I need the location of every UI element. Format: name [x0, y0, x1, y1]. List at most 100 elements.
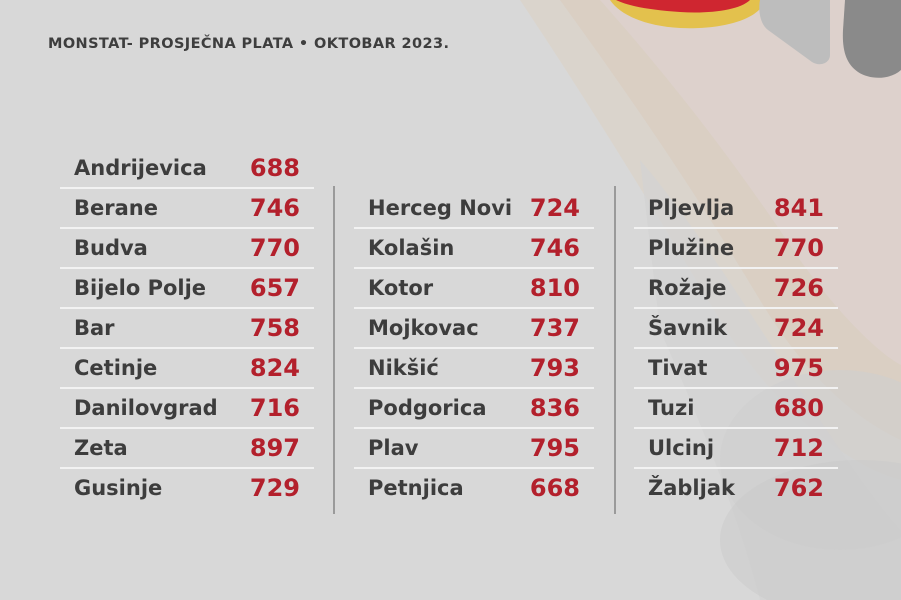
salary-value: 726 [773, 274, 824, 302]
list-item: Mojkovac 737 [354, 308, 594, 348]
row-divider [60, 467, 314, 469]
row-divider [354, 427, 594, 429]
row-divider [354, 267, 594, 269]
column-separator [614, 186, 616, 514]
list-item: Danilovgrad 716 [60, 388, 314, 428]
column-2: Herceg Novi 724 Kolašin 746 Kotor 810 Mo… [354, 188, 594, 528]
row-divider [60, 227, 314, 229]
row-divider [634, 307, 838, 309]
list-item: Petnjica 668 [354, 468, 594, 508]
row-divider [634, 387, 838, 389]
list-item: Berane 746 [60, 188, 314, 228]
municipality-name: Tuzi [648, 396, 695, 420]
salary-value: 762 [773, 474, 824, 502]
salary-value: 668 [529, 474, 580, 502]
salary-value: 729 [249, 474, 300, 502]
row-divider [634, 347, 838, 349]
salary-value: 657 [249, 274, 300, 302]
salary-value: 841 [773, 194, 824, 222]
salary-value: 770 [249, 234, 300, 262]
column-separator [333, 186, 335, 514]
municipality-name: Bijelo Polje [74, 276, 207, 300]
municipality-name: Rožaje [648, 276, 727, 300]
column-3: Pljevlja 841 Plužine 770 Rožaje 726 Šavn… [634, 188, 838, 528]
salary-value: 724 [529, 194, 580, 222]
row-divider [354, 307, 594, 309]
list-item: Nikšić 793 [354, 348, 594, 388]
row-divider [354, 387, 594, 389]
row-divider [60, 387, 314, 389]
row-divider [60, 347, 314, 349]
list-item: Kolašin 746 [354, 228, 594, 268]
municipality-name: Ulcinj [648, 436, 715, 460]
municipality-name: Herceg Novi [368, 196, 513, 220]
municipality-name: Plav [368, 436, 419, 460]
salary-value: 836 [529, 394, 580, 422]
list-item: Andrijevica 688 [60, 148, 314, 188]
salary-value: 795 [529, 434, 580, 462]
list-item: Plužine 770 [634, 228, 838, 268]
column-1: Andrijevica 688 Berane 746 Budva 770 Bij… [60, 148, 314, 528]
list-item: Pljevlja 841 [634, 188, 838, 228]
municipality-name: Budva [74, 236, 148, 260]
salary-value: 716 [249, 394, 300, 422]
row-divider [634, 227, 838, 229]
row-divider [634, 267, 838, 269]
municipality-name: Šavnik [648, 316, 728, 340]
list-item: Plav 795 [354, 428, 594, 468]
salary-value: 712 [773, 434, 824, 462]
list-item: Cetinje 824 [60, 348, 314, 388]
list-item: Kotor 810 [354, 268, 594, 308]
salary-value: 758 [249, 314, 300, 342]
salary-value: 680 [773, 394, 824, 422]
municipality-name: Gusinje [74, 476, 163, 500]
row-divider [60, 427, 314, 429]
salary-value: 724 [773, 314, 824, 342]
municipality-name: Plužine [648, 236, 735, 260]
page-title: MONSTAT- PROSJEČNA PLATA • OKTOBAR 2023. [48, 36, 450, 52]
salary-value: 746 [249, 194, 300, 222]
list-item: Tivat 975 [634, 348, 838, 388]
list-item: Tuzi 680 [634, 388, 838, 428]
row-divider [354, 347, 594, 349]
salary-value: 793 [529, 354, 580, 382]
municipality-name: Pljevlja [648, 196, 735, 220]
row-divider [634, 427, 838, 429]
list-item: Podgorica 836 [354, 388, 594, 428]
list-item: Zeta 897 [60, 428, 314, 468]
municipality-name: Andrijevica [74, 156, 207, 180]
list-item: Šavnik 724 [634, 308, 838, 348]
municipality-name: Petnjica [368, 476, 464, 500]
list-item: Gusinje 729 [60, 468, 314, 508]
municipality-name: Zeta [74, 436, 128, 460]
municipality-name: Danilovgrad [74, 396, 218, 420]
municipality-name: Nikšić [368, 356, 439, 380]
row-divider [60, 267, 314, 269]
row-divider [634, 467, 838, 469]
municipality-name: Kolašin [368, 236, 455, 260]
row-divider [354, 467, 594, 469]
salary-value: 975 [773, 354, 824, 382]
row-divider [60, 307, 314, 309]
list-item: Bijelo Polje 657 [60, 268, 314, 308]
municipality-name: Cetinje [74, 356, 158, 380]
list-item: Ulcinj 712 [634, 428, 838, 468]
salary-value: 824 [249, 354, 300, 382]
salary-value: 737 [529, 314, 580, 342]
salary-value: 770 [773, 234, 824, 262]
list-item: Rožaje 726 [634, 268, 838, 308]
municipality-name: Podgorica [368, 396, 487, 420]
municipality-name: Bar [74, 316, 115, 340]
list-item: Budva 770 [60, 228, 314, 268]
row-divider [60, 187, 314, 189]
municipality-name: Žabljak [648, 476, 735, 500]
municipality-name: Berane [74, 196, 158, 220]
salary-value: 746 [529, 234, 580, 262]
list-item: Bar 758 [60, 308, 314, 348]
municipality-name: Tivat [648, 356, 708, 380]
salary-value: 897 [249, 434, 300, 462]
list-item: Žabljak 762 [634, 468, 838, 508]
municipality-name: Mojkovac [368, 316, 479, 340]
list-item: Herceg Novi 724 [354, 188, 594, 228]
